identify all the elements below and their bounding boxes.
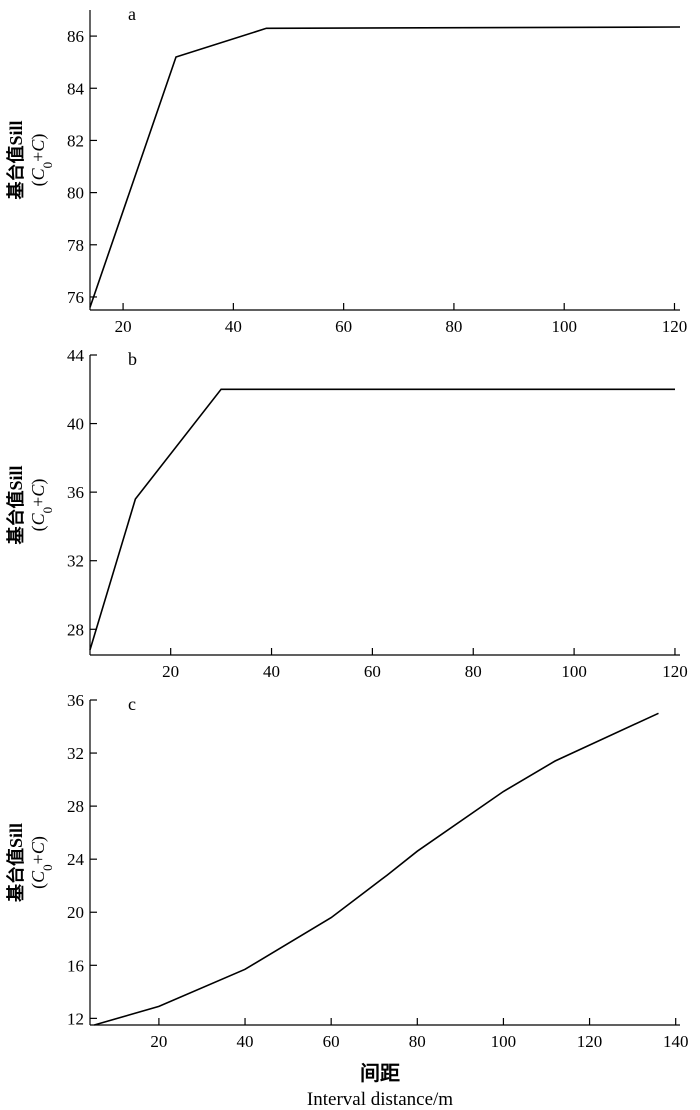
panel-a-y-tick-label: 82	[67, 131, 84, 150]
panel-c-y-tick-label: 28	[67, 797, 84, 816]
panel-c-x-tick-label: 40	[237, 1032, 254, 1051]
panel-b-x-tick-label: 120	[662, 662, 688, 681]
panel-c-x-tick-label: 140	[663, 1032, 689, 1051]
panel-b-y-tick-label: 32	[67, 552, 84, 571]
panel-b-series-line	[89, 388, 675, 651]
x-axis-title-en: Interval distance/m	[307, 1089, 453, 1110]
panel-a-series-line	[89, 26, 681, 308]
panel-c-label: c	[128, 694, 136, 714]
panel-a-y-tick-label: 84	[67, 79, 85, 98]
panel-c-y-tick-label: 16	[67, 956, 84, 975]
panel-a-x-tick-label: 120	[662, 317, 688, 336]
panel-c-x-tick-label: 60	[323, 1032, 340, 1051]
panel-c-series-line	[94, 712, 659, 1026]
panel-c-y-tick-label: 32	[67, 744, 84, 763]
panel-c-y-tick-label: 36	[67, 691, 84, 710]
panel-a-y-tick-label: 80	[67, 184, 84, 203]
panel-c-x-tick-label: 120	[577, 1032, 603, 1051]
panel-a-label: a	[128, 4, 136, 24]
panel-c-y-tick-label: 12	[67, 1009, 84, 1028]
panel-a-x-tick-label: 20	[115, 317, 132, 336]
panel-a-x-tick-label: 40	[225, 317, 242, 336]
panel-a-x-tick-label: 100	[551, 317, 577, 336]
panel-a-x-tick-label: 80	[445, 317, 462, 336]
x-axis-title-cn: 间距	[360, 1061, 400, 1085]
panel-c-x-tick-label: 80	[409, 1032, 426, 1051]
panel-b-y-tick-label: 36	[67, 483, 84, 502]
panel-b-x-tick-label: 100	[561, 662, 587, 681]
panel-c-y-tick-label: 20	[67, 903, 84, 922]
panel-a-x-tick-label: 60	[335, 317, 352, 336]
panel-a-y-axis-title: 基台值Sill	[5, 120, 27, 200]
panel-b-y-axis-title: 基台值Sill	[5, 465, 27, 545]
panel-b-x-tick-label: 20	[162, 662, 179, 681]
panel-b-x-tick-label: 40	[263, 662, 280, 681]
panel-a-y-tick-label: 78	[67, 236, 84, 255]
panel-c-y-axis-title: 基台值Sill	[5, 823, 27, 903]
panel-b-y-tick-label: 40	[67, 415, 84, 434]
panel-c-y-axis-formula: (C0+C)	[28, 836, 55, 889]
panel-b-y-tick-label: 28	[67, 620, 84, 639]
panel-a-y-tick-label: 86	[67, 27, 84, 46]
panel-a-y-tick-label: 76	[67, 288, 84, 307]
panel-a-y-axis-formula: (C0+C)	[28, 134, 55, 187]
panel-c-x-tick-label: 100	[491, 1032, 517, 1051]
panel-b-y-axis-formula: (C0+C)	[28, 479, 55, 532]
panel-c-x-tick-label: 20	[150, 1032, 167, 1051]
panel-b-y-tick-label: 44	[67, 346, 85, 365]
panel-b-x-tick-label: 80	[465, 662, 482, 681]
panel-c-y-tick-label: 24	[67, 850, 85, 869]
panel-b-x-tick-label: 60	[364, 662, 381, 681]
panel-b-label: b	[128, 349, 137, 369]
